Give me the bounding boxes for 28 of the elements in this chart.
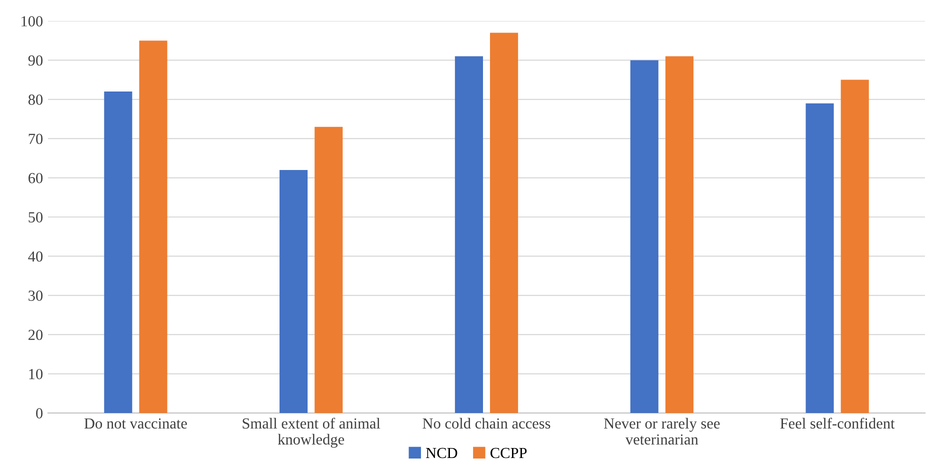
x-tick-label: Feel self-confident — [780, 418, 895, 429]
y-tick-label: 20 — [28, 330, 43, 340]
bar — [314, 126, 343, 413]
bar — [840, 80, 869, 413]
x-tick-label: No cold chain access — [422, 418, 550, 429]
y-tick-label: 30 — [28, 290, 43, 301]
bar — [665, 56, 694, 413]
y-tick-label: 40 — [28, 251, 43, 262]
legend-label: CCPP — [490, 448, 527, 458]
bar — [630, 60, 658, 413]
y-tick-label: 10 — [29, 368, 43, 380]
x-tick-label: Small extent of animal knowledge — [242, 418, 380, 448]
x-tick-label: Never or rarely see veterinarian — [604, 418, 720, 445]
y-tick-label: 80 — [28, 94, 43, 105]
bar — [806, 103, 834, 413]
bar — [280, 170, 308, 413]
legend-label: NCD — [426, 448, 458, 458]
bar — [104, 92, 132, 413]
y-tick-label: 0 — [36, 408, 43, 418]
x-tick-label: Do not vaccinate — [84, 418, 187, 429]
bar — [490, 32, 518, 413]
y-tick-label: 100 — [22, 16, 43, 26]
bar — [139, 40, 168, 413]
y-tick-label: 70 — [28, 134, 43, 144]
y-tick-label: 90 — [28, 55, 43, 66]
y-tick-label: 60 — [28, 172, 43, 184]
y-tick-label: 50 — [28, 212, 43, 222]
bar — [454, 56, 483, 413]
